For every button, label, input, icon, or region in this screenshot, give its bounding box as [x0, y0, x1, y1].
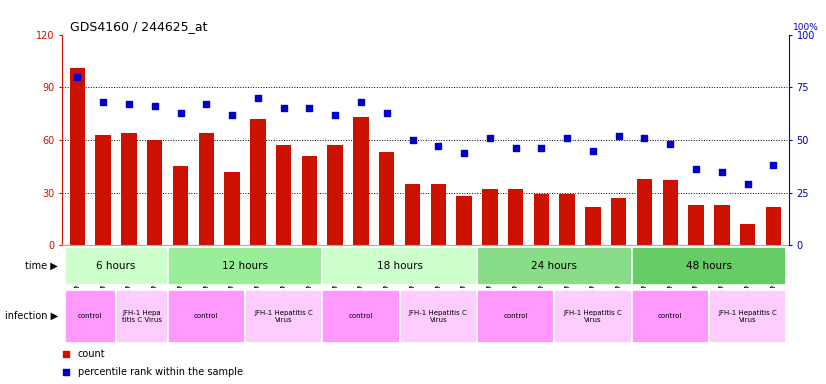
Bar: [766, 207, 781, 245]
Bar: [322, 290, 400, 343]
Point: [561, 135, 574, 141]
Text: 48 hours: 48 hours: [686, 261, 732, 271]
Text: control: control: [503, 313, 528, 319]
Point: [638, 135, 651, 141]
Bar: [456, 196, 472, 245]
Bar: [534, 194, 549, 245]
Bar: [709, 290, 786, 343]
Bar: [662, 180, 678, 245]
Text: GDS4160 / 244625_at: GDS4160 / 244625_at: [70, 20, 207, 33]
Text: JFH-1 Hepatitis C
Virus: JFH-1 Hepatitis C Virus: [563, 310, 622, 323]
Point: [509, 145, 522, 151]
Text: JFH-1 Hepa
titis C Virus: JFH-1 Hepa titis C Virus: [122, 310, 162, 323]
Point: [225, 112, 239, 118]
Point: [148, 103, 161, 109]
Bar: [168, 290, 245, 343]
Point: [380, 109, 393, 116]
Point: [303, 105, 316, 111]
Point: [741, 181, 754, 187]
Bar: [611, 198, 626, 245]
Bar: [168, 247, 322, 285]
Text: 18 hours: 18 hours: [377, 261, 423, 271]
Bar: [559, 194, 575, 245]
Text: JFH-1 Hepatitis C
Virus: JFH-1 Hepatitis C Virus: [719, 310, 777, 323]
Text: JFH-1 Hepatitis C
Virus: JFH-1 Hepatitis C Virus: [254, 310, 313, 323]
Bar: [327, 145, 343, 245]
Bar: [400, 290, 477, 343]
Point: [200, 101, 213, 107]
Text: count: count: [78, 349, 106, 359]
Bar: [632, 247, 786, 285]
Bar: [301, 156, 317, 245]
Point: [122, 101, 135, 107]
Text: JFH-1 Hepatitis C
Virus: JFH-1 Hepatitis C Virus: [409, 310, 468, 323]
Bar: [554, 290, 632, 343]
Bar: [322, 247, 477, 285]
Bar: [96, 135, 111, 245]
Bar: [477, 290, 554, 343]
Bar: [585, 207, 601, 245]
Point: [251, 95, 264, 101]
Bar: [637, 179, 653, 245]
Point: [59, 351, 72, 357]
Bar: [225, 172, 240, 245]
Point: [174, 109, 188, 116]
Point: [586, 147, 600, 154]
Point: [715, 169, 729, 175]
Point: [59, 369, 72, 375]
Bar: [688, 205, 704, 245]
Point: [483, 135, 496, 141]
Bar: [714, 205, 729, 245]
Bar: [69, 68, 85, 245]
Bar: [632, 290, 709, 343]
Bar: [405, 184, 420, 245]
Point: [97, 99, 110, 105]
Point: [458, 149, 471, 156]
Bar: [430, 184, 446, 245]
Point: [71, 74, 84, 80]
Text: 6 hours: 6 hours: [97, 261, 135, 271]
Text: 100%: 100%: [792, 23, 819, 33]
Point: [329, 112, 342, 118]
Point: [612, 133, 625, 139]
Bar: [198, 133, 214, 245]
Bar: [64, 290, 116, 343]
Text: control: control: [349, 313, 373, 319]
Point: [354, 99, 368, 105]
Bar: [121, 133, 136, 245]
Bar: [354, 117, 368, 245]
Text: control: control: [658, 313, 682, 319]
Bar: [64, 247, 168, 285]
Point: [534, 145, 548, 151]
Point: [406, 137, 419, 143]
Bar: [147, 140, 163, 245]
Text: control: control: [78, 313, 102, 319]
Bar: [173, 166, 188, 245]
Bar: [740, 224, 755, 245]
Bar: [379, 152, 395, 245]
Bar: [116, 290, 168, 343]
Bar: [482, 189, 497, 245]
Bar: [250, 119, 266, 245]
Point: [767, 162, 780, 168]
Bar: [508, 189, 524, 245]
Point: [690, 166, 703, 172]
Text: infection ▶: infection ▶: [5, 311, 58, 321]
Text: percentile rank within the sample: percentile rank within the sample: [78, 366, 243, 377]
Point: [663, 141, 676, 147]
Text: time ▶: time ▶: [25, 261, 58, 271]
Bar: [245, 290, 322, 343]
Bar: [477, 247, 632, 285]
Bar: [276, 145, 292, 245]
Text: 24 hours: 24 hours: [531, 261, 577, 271]
Point: [277, 105, 290, 111]
Point: [432, 143, 445, 149]
Text: 12 hours: 12 hours: [222, 261, 268, 271]
Text: control: control: [194, 313, 219, 319]
